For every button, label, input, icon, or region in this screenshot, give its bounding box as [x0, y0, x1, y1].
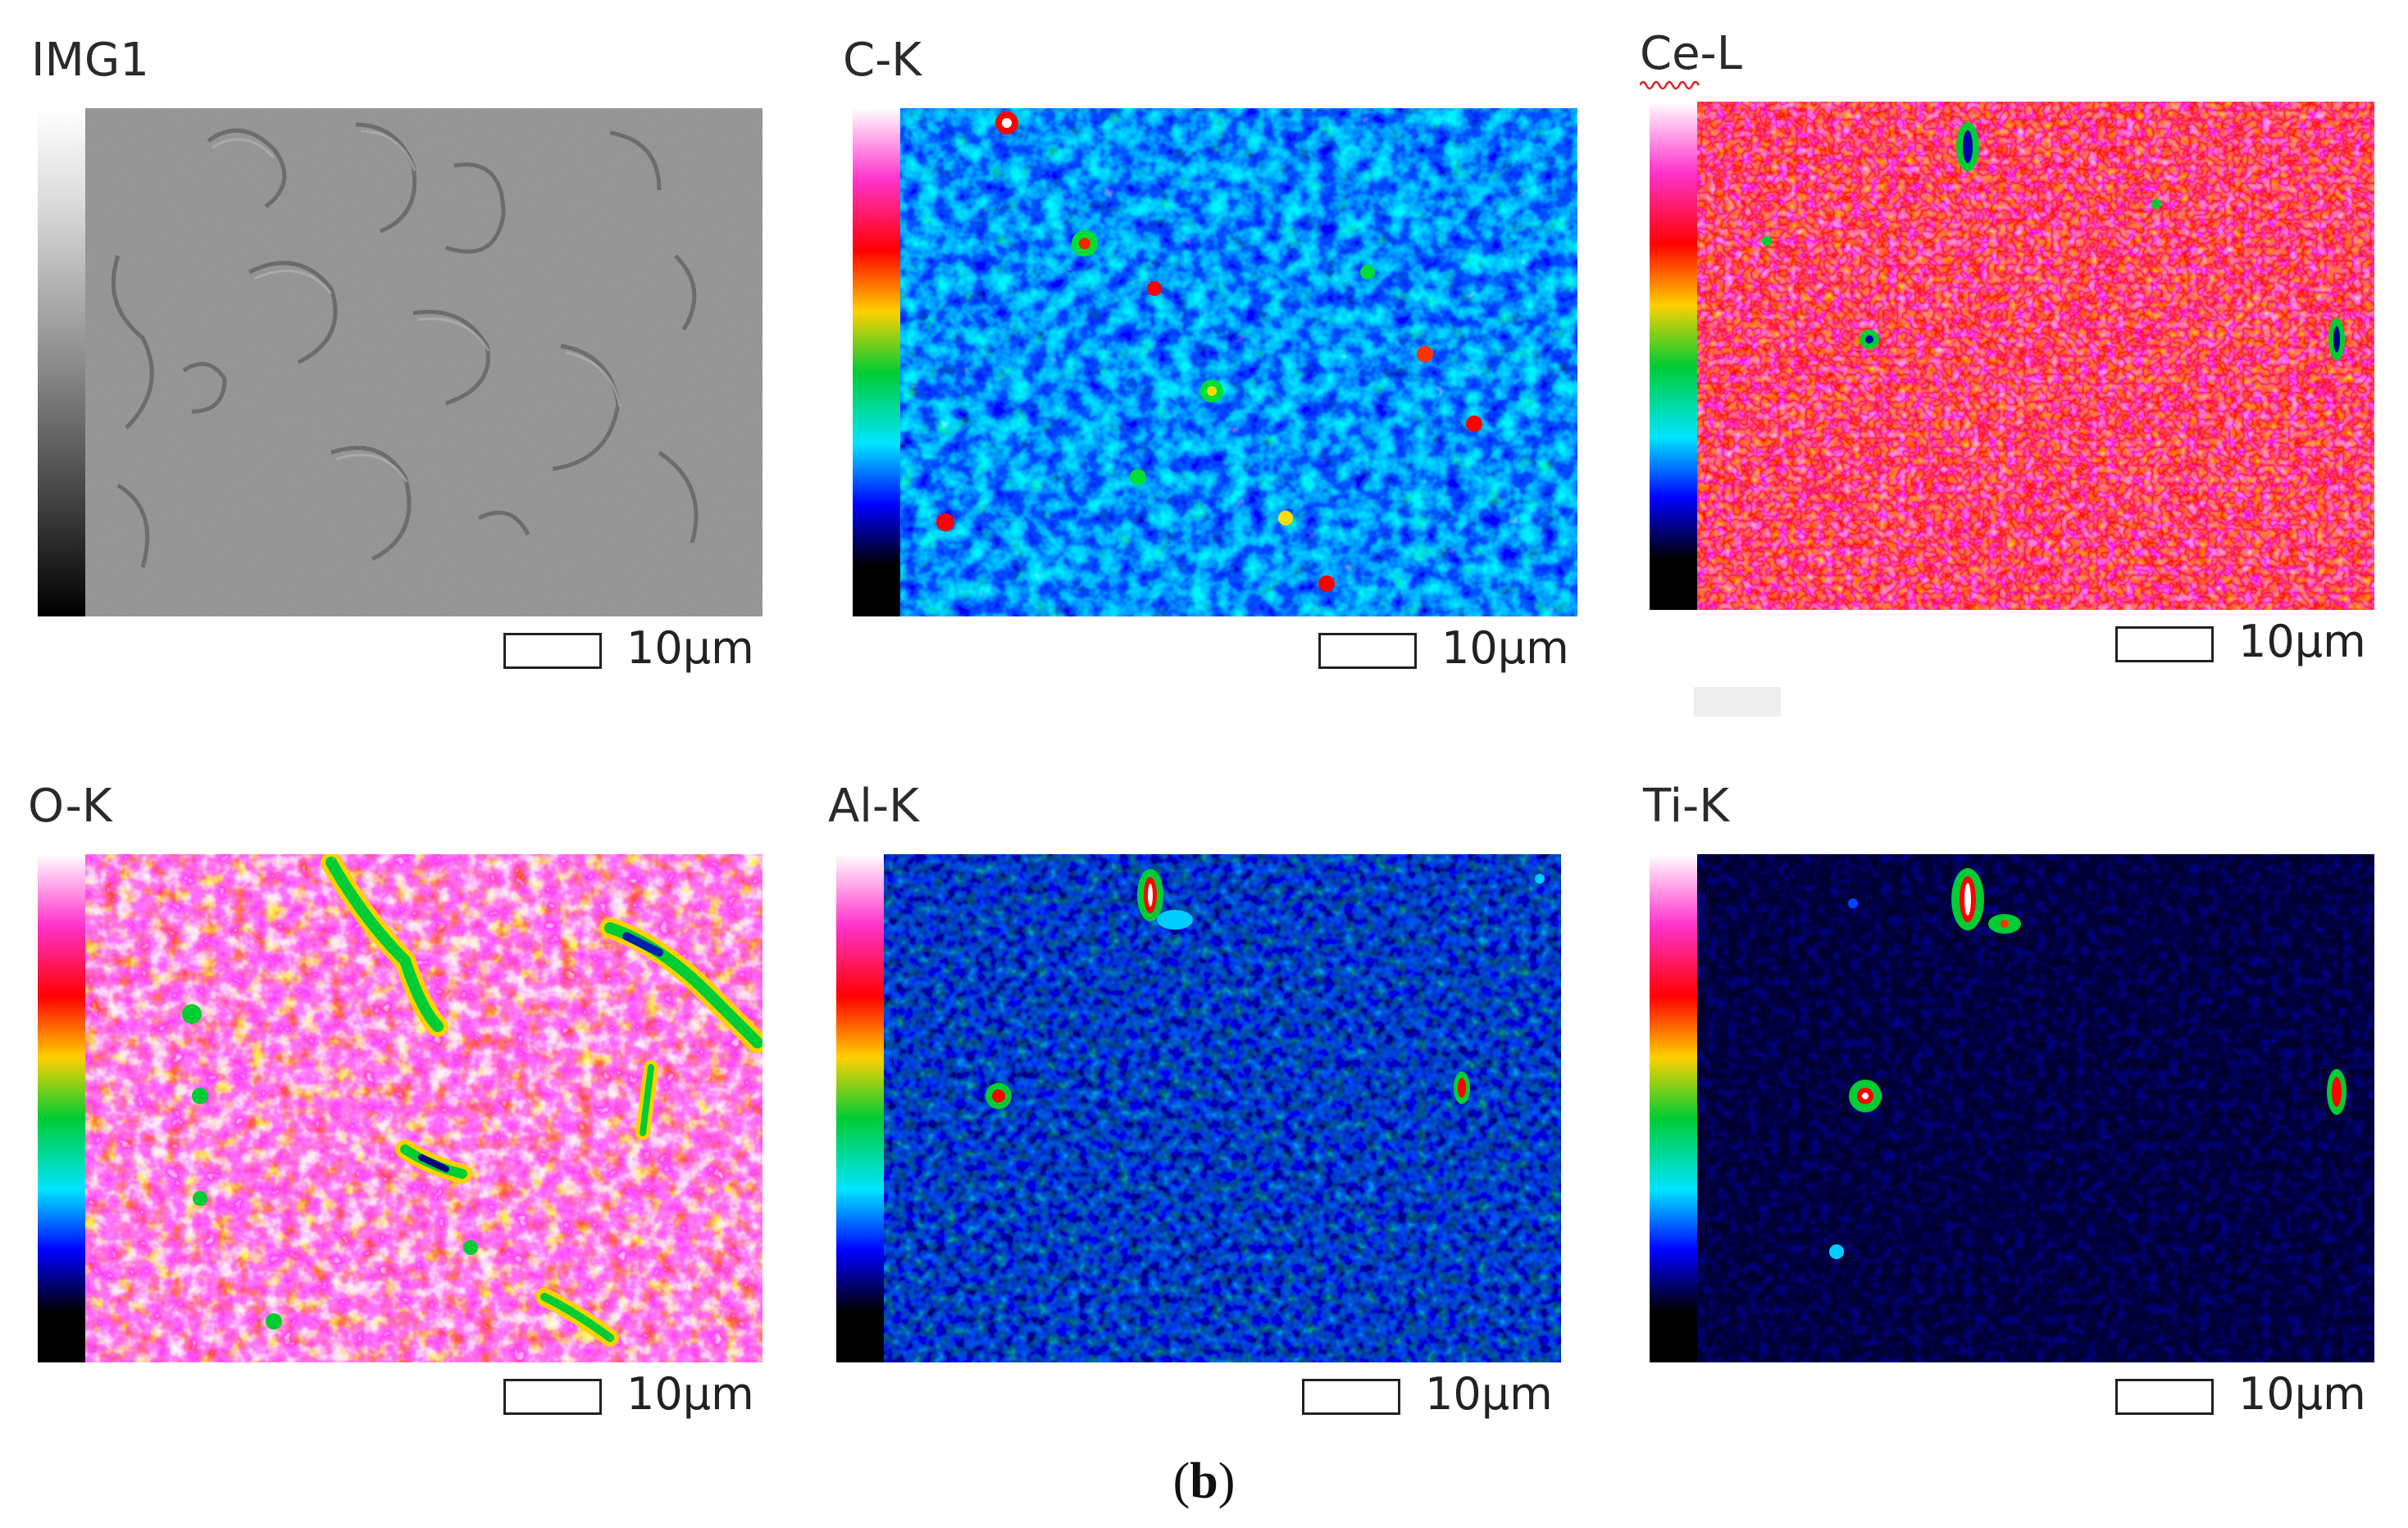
scale-label: 10μm — [626, 1368, 754, 1420]
caption-open: ( — [1172, 1453, 1190, 1509]
scale-label: 10μm — [626, 622, 754, 674]
element-map-al — [884, 854, 1561, 1362]
spectrum-colorbar — [1650, 102, 1697, 610]
spectrum-colorbar — [1650, 854, 1697, 1362]
scale-bar — [1318, 633, 1417, 669]
figure-caption: (b) — [0, 1453, 2408, 1511]
element-map-c — [900, 108, 1577, 616]
element-map-ce — [1697, 102, 2374, 610]
spectrum-colorbar — [38, 854, 85, 1362]
scale-bar — [1302, 1379, 1400, 1415]
panel-label: O-K — [28, 780, 112, 833]
element-map-ti — [1697, 854, 2374, 1362]
caption-letter: b — [1190, 1453, 1218, 1509]
element-map-o — [85, 854, 762, 1362]
spectrum-colorbar — [836, 854, 884, 1362]
scale-label: 10μm — [1425, 1368, 1553, 1420]
caption-close: ) — [1218, 1453, 1236, 1509]
scale-bar — [503, 1379, 602, 1415]
scale-label: 10μm — [2238, 616, 2366, 667]
panel-label: IMG1 — [31, 34, 149, 87]
panel-label: C-K — [843, 34, 922, 87]
scale-label: 10μm — [2238, 1368, 2366, 1420]
panel-label: Ti-K — [1643, 780, 1729, 833]
scale-bar — [2115, 1379, 2214, 1415]
panel-label: Ce-L — [1640, 27, 1742, 80]
grayscale-colorbar — [38, 108, 85, 616]
panel-label: Al-K — [828, 780, 919, 833]
artifact-mark — [1694, 687, 1781, 716]
spectrum-colorbar — [853, 108, 900, 616]
scale-label: 10μm — [1441, 622, 1569, 674]
scale-bar — [2115, 626, 2214, 662]
spellcheck-underline — [1640, 80, 1700, 90]
scale-bar — [503, 633, 602, 669]
sem-image — [85, 108, 762, 616]
